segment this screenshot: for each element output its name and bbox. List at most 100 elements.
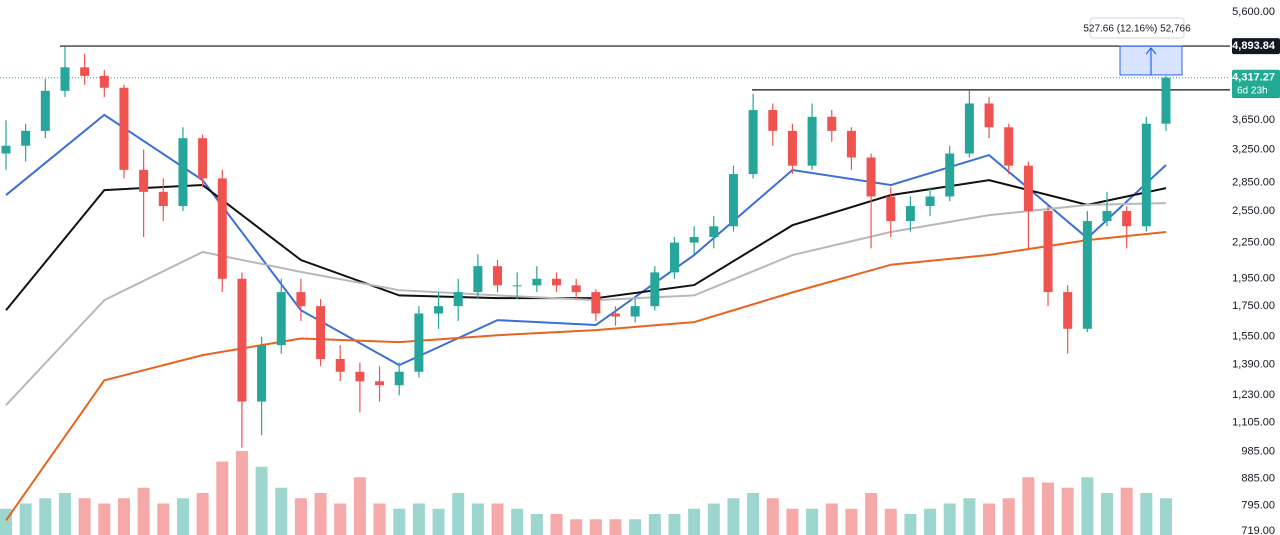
candle-body [1161, 77, 1171, 124]
y-tick-label: 3,650.00 [1232, 114, 1275, 126]
volume-bar [688, 508, 701, 535]
volume-bar [648, 514, 661, 535]
candle-body [905, 206, 915, 222]
volume-bar [196, 493, 209, 535]
volume-bar [0, 508, 12, 535]
candle-body [60, 67, 70, 91]
candle-body [1004, 127, 1014, 166]
volume-bar [1140, 493, 1153, 535]
candle-body [669, 242, 679, 273]
y-tick-label: 1,750.00 [1232, 300, 1275, 312]
y-tick-label: 795.00 [1241, 500, 1275, 512]
volume-bar [727, 498, 740, 535]
volume-bar [668, 514, 681, 535]
volume-bar [884, 508, 897, 535]
candle-body [276, 292, 286, 346]
volume-bar [255, 466, 268, 535]
candle-body [158, 191, 168, 207]
volume-bar [1002, 498, 1015, 535]
volume-bar [39, 498, 52, 535]
volume-bar [707, 503, 720, 535]
candle-body [335, 358, 345, 372]
volume-bar [963, 498, 976, 535]
candle-body [473, 266, 483, 293]
candle-body [964, 103, 974, 154]
volume-bar [550, 514, 563, 535]
y-tick-label: 1,105.00 [1232, 416, 1275, 428]
candle-body [453, 292, 463, 307]
candle-body [866, 157, 876, 197]
last-price-box [1232, 69, 1280, 98]
candle-body [434, 306, 444, 314]
volume-bar [1081, 477, 1094, 535]
volume-bar [904, 514, 917, 535]
candle-body [709, 226, 719, 238]
volume-bar [511, 508, 524, 535]
candle-body [630, 306, 640, 317]
candle-body [355, 371, 365, 382]
volume-bar [1120, 487, 1133, 535]
price-label-box [1232, 38, 1280, 55]
volume-bar [747, 493, 760, 535]
y-tick-label: 1,390.00 [1232, 358, 1275, 370]
volume-bar [1042, 482, 1055, 535]
volume-bar [235, 451, 248, 535]
y-tick-label: 1,950.00 [1232, 273, 1275, 285]
volume-bar [157, 503, 170, 535]
volume-bar [117, 498, 130, 535]
volume-bar [452, 493, 465, 535]
price-label: 4,893.84 [1232, 40, 1276, 52]
y-tick-label: 1,550.00 [1232, 331, 1275, 343]
candle-body [40, 90, 50, 131]
candle-body [984, 103, 994, 128]
volume-bar [806, 508, 819, 535]
volume-bar [314, 493, 327, 535]
candle-body [139, 169, 149, 192]
volume-bar [58, 493, 71, 535]
volume-bar [609, 519, 622, 535]
moving-average-line [5, 231, 1167, 522]
volume-bar [176, 498, 189, 535]
candle-body [296, 292, 306, 307]
y-tick-label: 3,250.00 [1232, 144, 1275, 156]
y-tick-label: 985.00 [1241, 445, 1275, 457]
y-tick-label: 2,850.00 [1232, 177, 1275, 189]
candle-body [807, 116, 817, 166]
candle-body [552, 278, 562, 286]
candle-body [512, 285, 522, 287]
volume-bar [432, 508, 445, 535]
volume-bar [943, 503, 956, 535]
volume-bar [137, 487, 150, 535]
volume-bar [865, 493, 878, 535]
candle-body [316, 306, 326, 359]
volume-bar [1160, 498, 1172, 535]
candle-body [80, 67, 90, 76]
candle-body [178, 138, 188, 207]
volume-bar [216, 461, 229, 535]
candle-body [610, 313, 620, 317]
candle-body [1082, 221, 1092, 329]
candle-body [119, 87, 129, 170]
volume-bar [1101, 493, 1114, 535]
candle-body [925, 196, 935, 207]
candle-body [217, 178, 227, 279]
volume-bar [491, 503, 504, 535]
candle-body [650, 272, 660, 307]
candle-body [414, 313, 424, 372]
volume-bar [78, 498, 91, 535]
measure-tooltip-box [1089, 17, 1185, 39]
y-tick-label: 885.00 [1241, 472, 1275, 484]
y-tick-label: 5,600.00 [1232, 6, 1275, 18]
countdown-label: 6d 23h [1237, 85, 1268, 96]
volume-bar [924, 508, 937, 535]
candle-body [1023, 165, 1033, 211]
measure-arrow-head [1145, 47, 1157, 55]
candle-body [945, 153, 955, 197]
candle-body [748, 110, 758, 175]
candle-body [237, 278, 247, 402]
volume-bar [983, 503, 996, 535]
volume-bar [629, 519, 642, 535]
candle-body [728, 174, 738, 227]
